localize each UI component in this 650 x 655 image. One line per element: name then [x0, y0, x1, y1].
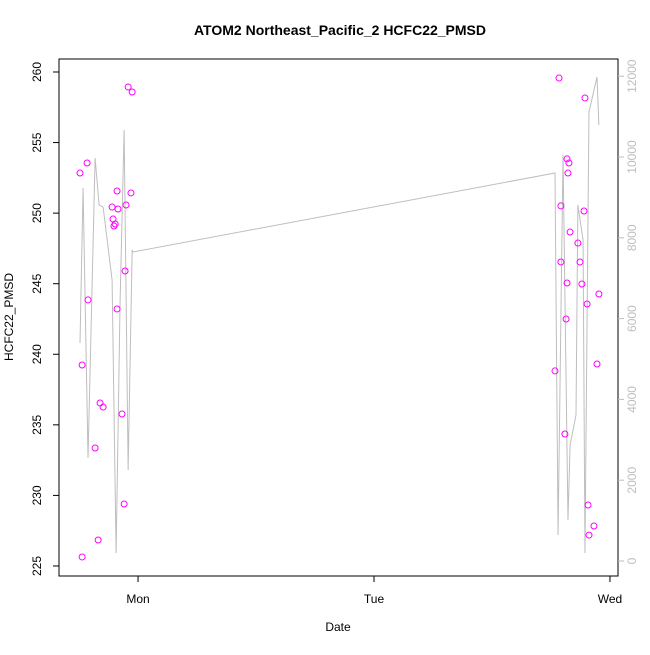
y-tick-label: 235 [30, 415, 44, 435]
point [94, 536, 102, 544]
plot-frame [58, 58, 619, 577]
x-tick-label: Mon [126, 592, 149, 606]
y-tick-label: 250 [30, 203, 44, 223]
point [561, 430, 569, 438]
y-tick-label: 245 [30, 273, 44, 293]
point [576, 258, 584, 266]
point [593, 360, 601, 368]
point [99, 403, 107, 411]
point [118, 410, 126, 418]
point [584, 501, 592, 509]
point [127, 189, 135, 197]
point [128, 88, 136, 96]
y-tick-label: 230 [30, 485, 44, 505]
point [566, 228, 574, 236]
point [557, 258, 565, 266]
y-tick-label: 240 [30, 344, 44, 364]
y2-tick-label: 4000 [625, 386, 639, 413]
point [124, 83, 132, 91]
y2-tick-label: 6000 [625, 305, 639, 332]
point [580, 207, 588, 215]
point [551, 367, 559, 375]
y-tick-label: 225 [30, 556, 44, 576]
x-tick-label: Tue [364, 592, 385, 606]
point [595, 290, 603, 298]
point [83, 159, 91, 167]
point [555, 74, 563, 82]
point [565, 159, 573, 167]
point [557, 202, 565, 210]
y-tick-label: 260 [30, 62, 44, 82]
point [78, 361, 86, 369]
chart-title: ATOM2 Northeast_Pacific_2 HCFC22_PMSD [194, 22, 486, 38]
point [585, 531, 593, 539]
point [114, 205, 122, 213]
point [564, 169, 572, 177]
point [91, 444, 99, 452]
y2-tick-label: 2000 [625, 467, 639, 494]
point [113, 305, 121, 313]
point [120, 500, 128, 508]
y-tick-label: 255 [30, 132, 44, 152]
point [108, 203, 116, 211]
point [78, 553, 86, 561]
x-tick-label: Wed [598, 592, 622, 606]
point [113, 187, 121, 195]
point [562, 315, 570, 323]
point [563, 155, 571, 163]
x-axis-label: Date [325, 620, 351, 634]
point [574, 239, 582, 247]
point [84, 296, 92, 304]
point [122, 201, 130, 209]
line [79, 76, 600, 554]
point [581, 94, 589, 102]
y-axis-label: HCFC22_PMSD [2, 273, 16, 361]
y2-tick-label: 10000 [625, 140, 639, 174]
point [121, 267, 129, 275]
point [111, 220, 119, 228]
y2-tick-label: 12000 [625, 59, 639, 93]
point [590, 522, 598, 530]
point [583, 300, 591, 308]
y2-tick-label: 8000 [625, 224, 639, 251]
point [578, 280, 586, 288]
point [76, 169, 84, 177]
point [563, 279, 571, 287]
y2-tick-label: 0 [625, 557, 639, 564]
